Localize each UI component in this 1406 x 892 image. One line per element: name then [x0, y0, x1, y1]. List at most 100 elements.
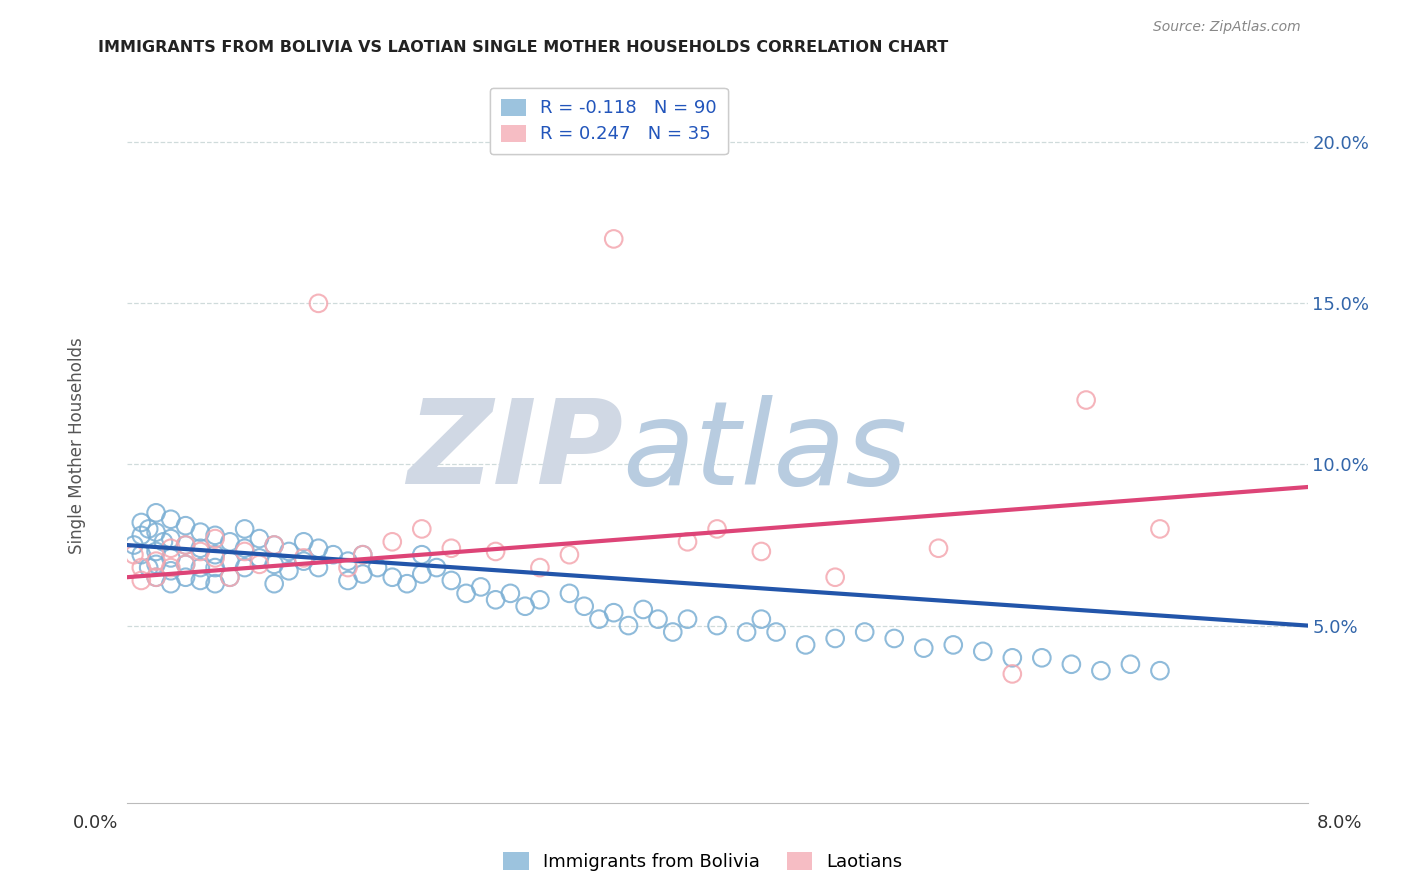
Point: [1001, 650, 1024, 665]
Point: [337, 560, 360, 574]
Point: [188, 560, 212, 574]
Point: [352, 548, 374, 562]
Point: [249, 532, 271, 546]
Point: [706, 522, 728, 536]
Point: [558, 548, 581, 562]
Point: [470, 580, 492, 594]
Point: [249, 558, 271, 572]
Point: [160, 550, 183, 565]
Point: [765, 625, 787, 640]
Point: [263, 538, 285, 552]
Point: [337, 574, 360, 588]
Text: Source: ZipAtlas.com: Source: ZipAtlas.com: [1153, 21, 1301, 34]
Point: [188, 574, 212, 588]
Point: [411, 567, 433, 582]
Point: [1090, 664, 1112, 678]
Point: [233, 560, 256, 574]
Point: [174, 570, 197, 584]
Point: [588, 612, 610, 626]
Point: [676, 612, 699, 626]
Point: [160, 576, 183, 591]
Point: [735, 625, 758, 640]
Point: [292, 550, 315, 565]
Text: atlas: atlas: [623, 394, 908, 508]
Point: [188, 525, 212, 540]
Point: [145, 570, 167, 584]
Point: [972, 644, 994, 658]
Point: [633, 602, 655, 616]
Point: [411, 522, 433, 536]
Text: Single Mother Households: Single Mother Households: [69, 338, 86, 554]
Point: [824, 570, 846, 584]
Point: [883, 632, 905, 646]
Point: [129, 574, 153, 588]
Point: [188, 544, 212, 558]
Point: [233, 544, 256, 558]
Point: [129, 548, 153, 562]
Point: [676, 534, 699, 549]
Point: [706, 618, 728, 632]
Point: [853, 625, 876, 640]
Legend: R = -0.118   N = 90, R = 0.247   N = 35: R = -0.118 N = 90, R = 0.247 N = 35: [489, 87, 728, 154]
Point: [219, 534, 242, 549]
Point: [122, 548, 145, 562]
Point: [484, 544, 508, 558]
Point: [928, 541, 950, 556]
Point: [529, 560, 551, 574]
Point: [292, 534, 315, 549]
Point: [440, 541, 463, 556]
Point: [129, 560, 153, 574]
Point: [352, 548, 374, 562]
Point: [204, 548, 226, 562]
Point: [912, 641, 935, 656]
Point: [751, 612, 773, 626]
Point: [278, 544, 301, 558]
Point: [160, 532, 183, 546]
Point: [174, 538, 197, 552]
Point: [160, 512, 183, 526]
Point: [352, 567, 374, 582]
Point: [603, 606, 626, 620]
Point: [174, 558, 197, 572]
Point: [263, 576, 285, 591]
Point: [307, 560, 329, 574]
Point: [145, 506, 167, 520]
Point: [138, 560, 160, 574]
Point: [381, 534, 404, 549]
Point: [661, 625, 683, 640]
Point: [160, 560, 183, 574]
Point: [574, 599, 596, 614]
Point: [219, 570, 242, 584]
Point: [204, 560, 226, 574]
Point: [1149, 664, 1171, 678]
Point: [160, 541, 183, 556]
Point: [1060, 657, 1083, 672]
Point: [1031, 650, 1053, 665]
Point: [396, 576, 419, 591]
Point: [1149, 522, 1171, 536]
Point: [129, 528, 153, 542]
Point: [263, 538, 285, 552]
Point: [233, 522, 256, 536]
Point: [942, 638, 965, 652]
Point: [204, 550, 226, 565]
Point: [145, 570, 167, 584]
Legend: Immigrants from Bolivia, Laotians: Immigrants from Bolivia, Laotians: [496, 846, 910, 879]
Point: [129, 516, 153, 530]
Point: [233, 541, 256, 556]
Point: [145, 554, 167, 568]
Point: [1076, 392, 1098, 407]
Point: [219, 570, 242, 584]
Point: [307, 541, 329, 556]
Point: [204, 528, 226, 542]
Point: [558, 586, 581, 600]
Text: ZIP: ZIP: [406, 394, 623, 509]
Point: [174, 558, 197, 572]
Point: [824, 632, 846, 646]
Point: [484, 592, 508, 607]
Text: 0.0%: 0.0%: [73, 814, 118, 831]
Text: 8.0%: 8.0%: [1317, 814, 1362, 831]
Point: [204, 532, 226, 546]
Point: [647, 612, 669, 626]
Point: [204, 576, 226, 591]
